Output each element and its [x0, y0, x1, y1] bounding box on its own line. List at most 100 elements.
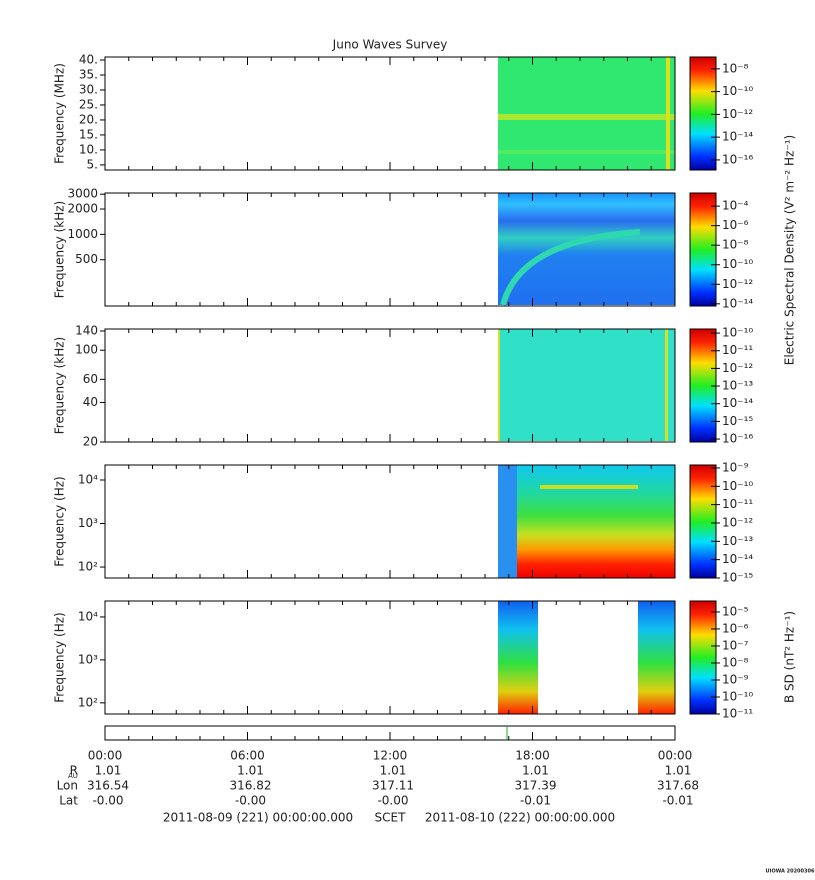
- colorbar-tick-label: 10⁻⁸: [722, 61, 749, 75]
- y-tick-label: 40.: [79, 52, 98, 66]
- colorbar-tick-label: 10⁻¹²: [722, 107, 753, 121]
- y-tick-label: 500: [75, 252, 98, 266]
- colorbar: [689, 600, 717, 715]
- y-tick-label: 10⁴: [78, 472, 98, 486]
- colorbar-tick-label: 10⁻¹⁵: [722, 414, 753, 428]
- colorbar-tick-label: 10⁻⁶: [722, 218, 749, 232]
- colorbar-tick-label: 10⁻⁹: [722, 672, 749, 686]
- spectrogram-2: [498, 193, 675, 305]
- colorbar-tick-label: 10⁻¹⁰: [722, 689, 753, 703]
- y-tick-label: 15.: [79, 127, 98, 141]
- colorbar: [689, 328, 717, 443]
- spectrogram-band: [665, 329, 668, 441]
- ephemeris-label: Lat: [59, 794, 78, 808]
- ephemeris-value: 1.01: [522, 764, 549, 778]
- y-tick-label: 140: [75, 324, 98, 338]
- ephemeris-value: 1.01: [380, 764, 407, 778]
- colorbar-tick-label: 10⁻⁸: [722, 238, 749, 252]
- colorbar-tick-label: 10⁻⁶: [722, 621, 749, 635]
- colorbar-tick-label: 10⁻¹⁴: [722, 130, 753, 144]
- ephemeris-value: 1.01: [665, 764, 692, 778]
- colorbar-tick-label: 10⁻¹²: [722, 515, 753, 529]
- y-tick-label: 60: [83, 372, 98, 386]
- y-tick-label: 10⁴: [78, 609, 98, 623]
- colorbar-tick-label: 10⁻¹³: [722, 379, 753, 393]
- y-tick-label: 10³: [78, 516, 98, 530]
- colorbar-tick-label: 10⁻¹²: [722, 277, 753, 291]
- y-tick-label: 20: [83, 435, 98, 449]
- colorbar-tick-label: 10⁻⁴: [722, 199, 749, 213]
- spectrogram-band: [540, 485, 638, 489]
- ephemeris-label: R: [70, 764, 78, 778]
- ephemeris-label: Lon: [57, 779, 78, 793]
- colorbar-tick-label: 10⁻¹²: [722, 361, 753, 375]
- y-tick-label: 2000: [67, 202, 98, 216]
- colorbar-tick-label: 10⁻¹⁰: [722, 479, 753, 493]
- y-tick-label: 100: [75, 343, 98, 357]
- colorbar-tick-label: 10⁻⁹: [722, 460, 749, 474]
- x-tick-label: 12:00: [373, 749, 408, 763]
- x-tick-label: 00:00: [88, 749, 123, 763]
- colorbar-tick-label: 10⁻¹¹: [722, 707, 753, 721]
- colorbar-tick-label: 10⁻⁵: [722, 604, 749, 618]
- footer-frame: SCET: [375, 811, 407, 825]
- colorbar-tick-label: 10⁻¹⁴: [722, 552, 753, 566]
- spectrogram-5: [638, 601, 675, 714]
- colorbar-tick-label: 10⁻¹⁴: [722, 396, 753, 410]
- y-tick-label: 10³: [78, 652, 98, 666]
- colorbar-tick-label: 10⁻¹⁵: [722, 571, 753, 585]
- y-axis-label: Frequency (kHz): [53, 337, 67, 434]
- colorbar-tick-label: 10⁻¹⁰: [722, 257, 753, 271]
- ephemeris-value: 317.39: [515, 779, 557, 793]
- colorbar-tick-label: 10⁻¹⁰: [722, 84, 753, 98]
- y-axis-label: Frequency (MHz): [53, 63, 67, 164]
- colorbar: [689, 56, 717, 171]
- ephemeris-subscript: AU: [68, 772, 78, 780]
- y-tick-label: 1000: [67, 227, 98, 241]
- ephemeris-value: 316.54: [87, 779, 129, 793]
- y-tick-label: 3000: [67, 187, 98, 201]
- stamp: UIOWA 20200306: [766, 869, 815, 875]
- spectrogram-arc: [500, 229, 641, 306]
- panel-frame: [104, 600, 676, 715]
- ephemeris-value: -0.00: [92, 794, 123, 808]
- colorbar-label: Electric Spectral Density (V² m⁻² Hz⁻¹): [783, 135, 797, 365]
- y-axis-label: Frequency (Hz): [53, 612, 67, 703]
- y-tick-label: 30.: [79, 82, 98, 96]
- spectrogram-3: [498, 329, 675, 441]
- colorbar-tick-label: 10⁻¹¹: [722, 497, 753, 511]
- title: Juno Waves Survey: [332, 38, 448, 52]
- y-axis-label: Frequency (kHz): [53, 201, 67, 298]
- colorbar-tick-label: 10⁻¹⁶: [722, 432, 753, 446]
- y-tick-label: 10.: [79, 142, 98, 156]
- spectrogram-images: [498, 57, 675, 714]
- ephemeris-value: 316.82: [230, 779, 272, 793]
- colorbar: [689, 464, 717, 579]
- colorbar: [689, 192, 717, 307]
- ephemeris-value: -0.00: [235, 794, 266, 808]
- y-axis-label: Frequency (Hz): [53, 476, 67, 567]
- y-tick-label: 10²: [78, 560, 98, 574]
- y-tick-label: 20.: [79, 112, 98, 126]
- spectrogram-4: [498, 465, 675, 578]
- ephemeris-value: -0.01: [662, 794, 693, 808]
- y-tick-label: 5.: [87, 157, 98, 171]
- y-tick-label: 40: [83, 395, 98, 409]
- colorbar-tick-label: 10⁻¹¹: [722, 343, 753, 357]
- colorbar-tick-label: 10⁻¹³: [722, 534, 753, 548]
- y-tick-label: 25.: [79, 97, 98, 111]
- ephemeris-value: -0.01: [520, 794, 551, 808]
- x-tick-label: 00:00: [658, 749, 693, 763]
- colorbar-tick-label: 10⁻¹⁰: [722, 326, 753, 340]
- ephemeris-value: -0.00: [377, 794, 408, 808]
- y-tick-label: 10²: [78, 695, 98, 709]
- y-tick-label: 35.: [79, 67, 98, 81]
- ephemeris-value: 1.01: [95, 764, 122, 778]
- ephemeris-value: 1.01: [237, 764, 264, 778]
- spectrogram-band: [498, 465, 517, 578]
- colorbar-tick-label: 10⁻⁸: [722, 655, 749, 669]
- x-tick-label: 06:00: [230, 749, 265, 763]
- ephemeris-value: 317.11: [372, 779, 414, 793]
- colorbar-tick-label: 10⁻¹⁴: [722, 296, 753, 310]
